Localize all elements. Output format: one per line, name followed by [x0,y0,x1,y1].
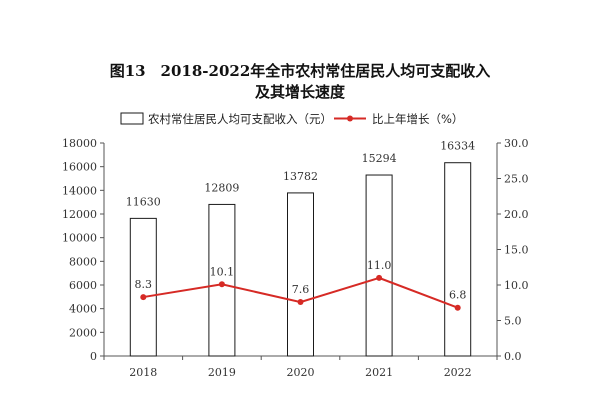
bar [129,217,157,357]
growth-point [297,299,304,306]
x-tick-label: 2022 [444,366,472,379]
growth-point [454,304,461,311]
bars [129,162,472,357]
growth-point [140,294,147,301]
y-right-tick-label: 20.0 [504,208,529,221]
axes: 0 2000 4000 6000 8000 10000 12000 14000 16000 180… [62,137,529,379]
x-tick-label: 2018 [129,366,157,379]
bar-value-label: 13782 [283,170,318,183]
bar-value-label: 15294 [362,152,397,165]
growth-value-label: 10.1 [210,265,235,278]
x-tick-label: 2020 [287,366,315,379]
growth-point [376,274,383,281]
growth-line [140,274,461,311]
chart-title-line1: 图13 2018-2022年全市农村常住居民人均可支配收入 [110,62,491,80]
legend-bar-swatch [120,112,144,125]
legend-bar-label: 农村常住居民人均可支配收入（元） [148,112,332,126]
data-labels: 11630 12809 13782 15294 16334 8.3 10.1 7.6 11.0 6… [126,140,475,302]
y-right-tick-label: 15.0 [504,244,529,257]
y-right-tick-label: 5.0 [504,315,522,328]
y-left-tick-label: 10000 [62,232,97,245]
growth-value-label: 8.3 [135,278,153,291]
legend: 农村常住居民人均可支配收入（元） 比上年增长（%） [120,112,463,126]
legend-line-label: 比上年增长（%） [372,112,463,126]
y-left-tick-label: 12000 [62,208,97,221]
bar [208,203,236,357]
y-right-tick-label: 25.0 [504,173,529,186]
bar-value-label: 11630 [126,195,161,208]
y-right-tick-label: 10.0 [504,279,529,292]
y-left-tick-label: 2000 [69,326,97,339]
y-left-tick-label: 6000 [69,279,97,292]
y-left-tick-label: 0 [90,350,97,363]
bar-value-label: 16334 [440,140,475,153]
growth-value-label: 7.6 [292,283,310,296]
growth-value-label: 6.8 [449,289,467,302]
y-left-tick-label: 18000 [62,137,97,150]
growth-value-label: 11.0 [367,259,392,272]
bar-value-label: 12809 [204,181,239,194]
chart-title-line2: 及其增长速度 [255,83,346,101]
x-tick-label: 2019 [208,366,236,379]
bar [444,162,472,357]
y-left-tick-label: 14000 [62,184,97,197]
bar [287,192,314,357]
y-left-tick-label: 16000 [62,161,97,174]
x-tick-label: 2021 [365,366,393,379]
bar [365,174,393,357]
y-right-tick-label: 0.0 [504,350,522,363]
y-left-tick-label: 4000 [69,303,97,316]
y-right-tick-label: 30.0 [504,137,529,150]
legend-line-marker [347,115,353,122]
growth-point [218,281,225,288]
y-left-tick-label: 8000 [69,255,97,268]
